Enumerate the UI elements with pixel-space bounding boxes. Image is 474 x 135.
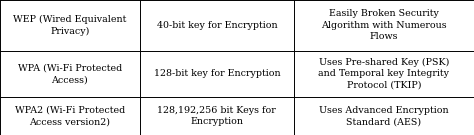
Text: WPA2 (Wi-Fi Protected
Access version2): WPA2 (Wi-Fi Protected Access version2) [15,106,125,126]
Text: 128,192,256 bit Keys for
Encryption: 128,192,256 bit Keys for Encryption [157,106,276,126]
Text: WEP (Wired Equivalent
Privacy): WEP (Wired Equivalent Privacy) [13,15,127,36]
Text: Easily Broken Security
Algorithm with Numerous
Flows: Easily Broken Security Algorithm with Nu… [321,9,447,41]
Text: 40-bit key for Encryption: 40-bit key for Encryption [156,21,277,30]
Text: WPA (Wi-Fi Protected
Access): WPA (Wi-Fi Protected Access) [18,64,122,84]
Text: 128-bit key for Encryption: 128-bit key for Encryption [154,69,280,78]
Text: Uses Pre-shared Key (PSK)
and Temporal key Integrity
Protocol (TKIP): Uses Pre-shared Key (PSK) and Temporal k… [319,58,449,90]
Text: Uses Advanced Encryption
Standard (AES): Uses Advanced Encryption Standard (AES) [319,106,449,126]
